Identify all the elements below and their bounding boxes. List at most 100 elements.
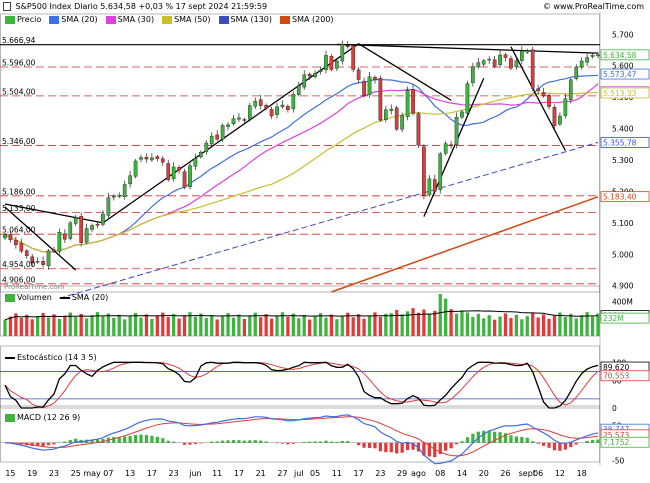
legend-volume[interactable]: Volumen (3, 293, 54, 302)
volume-bar (172, 313, 176, 336)
volume-bar (14, 313, 18, 336)
price-value-tag: 5.634,58 (603, 51, 637, 60)
candle-body (41, 261, 45, 265)
volume-bar (525, 316, 529, 336)
volume-bar (585, 312, 589, 336)
trend-line (4, 203, 104, 224)
legend-sma30[interactable]: SMA (30) (104, 15, 156, 24)
macd-histogram-bar (405, 442, 410, 451)
date-axis-tick: jun (188, 469, 201, 478)
candle-body (264, 105, 268, 109)
macd-histogram-bar (465, 437, 470, 443)
macd-histogram-bar (460, 441, 464, 443)
macd-histogram-bar (313, 441, 317, 443)
macd-histogram-bar (133, 434, 138, 443)
volume-bar (351, 317, 355, 336)
support-level-label: 5.596,00 (2, 58, 36, 67)
macd-histogram-bar (155, 436, 159, 443)
candle-body (422, 146, 426, 196)
chart-title-text: S&P500 Index Diario 5.634,58 +0,03 % 17 … (15, 2, 268, 11)
legend-label: Precio (17, 15, 42, 24)
macd-histogram-bar (52, 442, 56, 445)
macd-histogram-bar (188, 442, 192, 445)
candle-body (101, 213, 105, 225)
legend-volume-sma[interactable]: SMA (20) (58, 293, 110, 302)
candle-body (111, 195, 116, 198)
macd-histogram-bar (30, 442, 34, 446)
candle-body (253, 101, 258, 107)
volume-bar (182, 315, 187, 336)
date-axis-tick: 17 (234, 469, 244, 478)
volume-bar (112, 318, 116, 336)
candle-body (590, 54, 595, 57)
date-axis-tick: 17 (354, 469, 364, 478)
volume-bar (210, 314, 214, 336)
price-value-tag: 5.573,47 (603, 70, 637, 79)
volume-bar (454, 313, 459, 336)
volume-bar (389, 313, 393, 336)
candle-body (14, 240, 18, 246)
date-axis-tick: jul (293, 469, 304, 478)
candle-body (193, 158, 198, 167)
volume-bar (356, 314, 361, 336)
volume-legend: Volumen SMA (20) (3, 293, 110, 302)
legend-label: Volumen (17, 293, 52, 302)
candle-body (24, 250, 29, 257)
volume-bar (8, 316, 13, 336)
candle-body (95, 223, 100, 226)
candle-body (476, 62, 481, 68)
legend-sma50[interactable]: SMA (50) (160, 15, 212, 24)
legend-sma130[interactable]: SMA (130) (217, 15, 275, 24)
candle-body (8, 233, 13, 241)
volume-bar (19, 317, 23, 336)
candle-body (416, 113, 421, 146)
candle-body (525, 50, 530, 53)
date-axis-tick: 18 (577, 469, 587, 478)
candle-body (90, 225, 94, 230)
candle-body (465, 83, 470, 114)
candle-body (394, 107, 399, 130)
macd-histogram-bar (340, 441, 344, 443)
macd-histogram-bar (275, 442, 279, 444)
macd-histogram-bar (101, 438, 105, 443)
macd-histogram-bar (318, 441, 323, 443)
macd-histogram-bar (514, 436, 519, 443)
volume-bar (509, 317, 513, 336)
legend-price[interactable]: Precio (3, 15, 43, 24)
volume-bar (444, 298, 448, 336)
legend-stochastic[interactable]: Estocástico (14 3 5) (3, 353, 99, 362)
volume-bar (580, 315, 584, 336)
trend-line (423, 78, 485, 217)
macd-histogram-bar (531, 441, 535, 443)
legend-label: SMA (50) (174, 15, 211, 24)
candle-body (481, 60, 486, 65)
legend-sma20[interactable]: SMA (20) (47, 15, 99, 24)
macd-histogram-bar (395, 442, 399, 454)
moving-averages (4, 74, 599, 299)
date-axis-tick: 23 (169, 469, 179, 478)
support-level-label: 5.064,00 (2, 226, 36, 235)
candle-body (487, 58, 492, 61)
volume-bar (503, 313, 508, 336)
date-axis-tick: 29 (397, 469, 407, 478)
candle-body (68, 222, 73, 239)
macd-histogram-bar (259, 440, 263, 443)
stoch-value-tag-box (600, 370, 650, 382)
legend-macd[interactable]: MACD (12 26 9) (3, 413, 82, 422)
volume-bar (123, 319, 127, 336)
macd-histogram-bar (471, 433, 475, 443)
volume-bar (193, 316, 198, 336)
macd-histogram-bar (68, 439, 72, 443)
volume-bar (269, 318, 274, 336)
volume-bar (128, 316, 132, 336)
volume-bar (384, 313, 388, 336)
volume-bar (558, 312, 562, 336)
legend-sma200[interactable]: SMA (200) (278, 15, 336, 24)
volume-bar (248, 315, 252, 336)
volume-bar (84, 318, 89, 336)
candle-body (558, 115, 562, 125)
macd-histogram-bar (112, 437, 116, 443)
volume-bar (199, 313, 203, 336)
macd-histogram-bar (226, 440, 230, 443)
date-axis-tick: 06 (533, 469, 543, 478)
